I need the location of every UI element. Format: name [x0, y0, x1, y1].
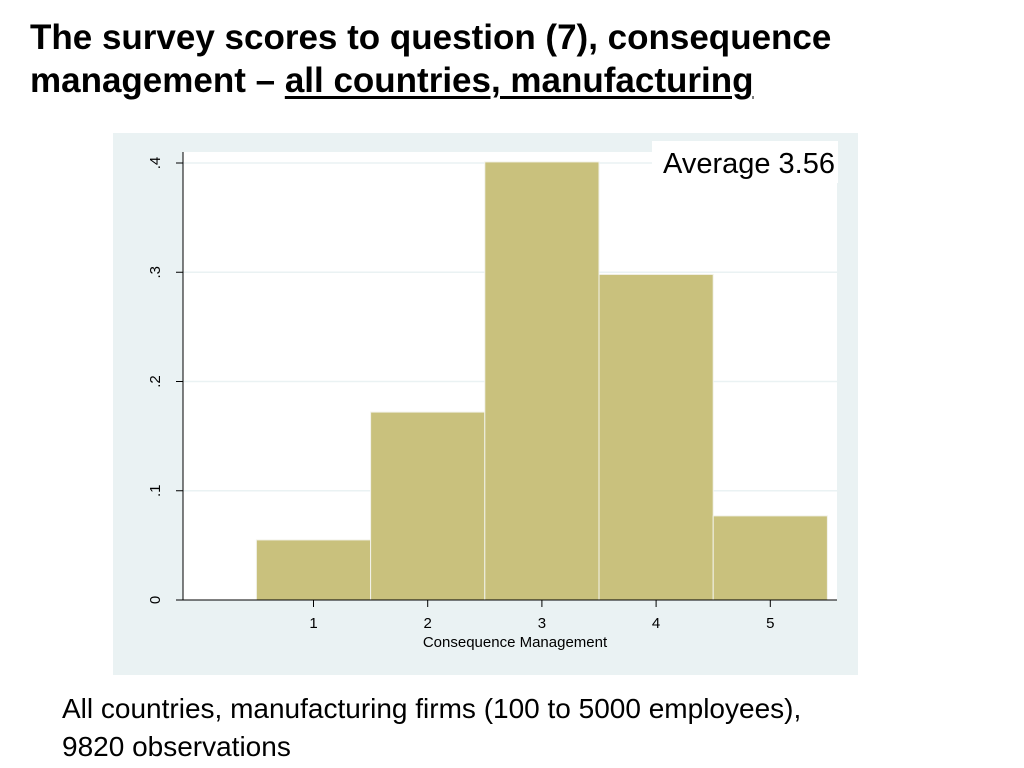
bar-5	[712, 515, 828, 601]
average-annotation-box	[652, 141, 838, 183]
y-tick-label-3: .3	[147, 266, 164, 279]
slide-title: The survey scores to question (7), conse…	[30, 16, 990, 102]
caption-line-2: 9820 observations	[62, 731, 291, 762]
y-tick-label-2: .2	[147, 375, 164, 388]
x-tick-label-5: 5	[766, 615, 774, 632]
title-line-2-plain: management –	[30, 61, 285, 100]
bar-4	[598, 273, 714, 601]
bar-2	[370, 411, 486, 601]
bar-1	[255, 539, 372, 601]
title-line-2-underlined: all countries, manufacturing	[284, 61, 754, 100]
chart-caption: All countries, manufacturing firms (100 …	[62, 690, 1002, 766]
caption-line-1: All countries, manufacturing firms (100 …	[62, 693, 802, 724]
title-line-1: The survey scores to question (7), conse…	[30, 18, 832, 57]
x-tick-label-4: 4	[652, 615, 660, 632]
y-tick-label-1: .1	[147, 484, 164, 497]
bar-3	[484, 161, 600, 601]
x-tick-label-2: 2	[424, 615, 432, 632]
x-tick-label-3: 3	[538, 615, 546, 632]
x-tick-label-1: 1	[309, 615, 317, 632]
y-tick-label-0: 0	[147, 596, 164, 604]
x-axis-title: Consequence Management	[423, 634, 608, 651]
average-annotation: Average 3.56	[663, 148, 835, 180]
axes: 0 .1 .2 .3 .4 1 2 3 4 5	[147, 152, 837, 632]
title-line-2: management – all countries, manufacturin…	[30, 59, 990, 102]
bars	[255, 161, 828, 601]
y-tick-label-4: .4	[147, 157, 164, 170]
